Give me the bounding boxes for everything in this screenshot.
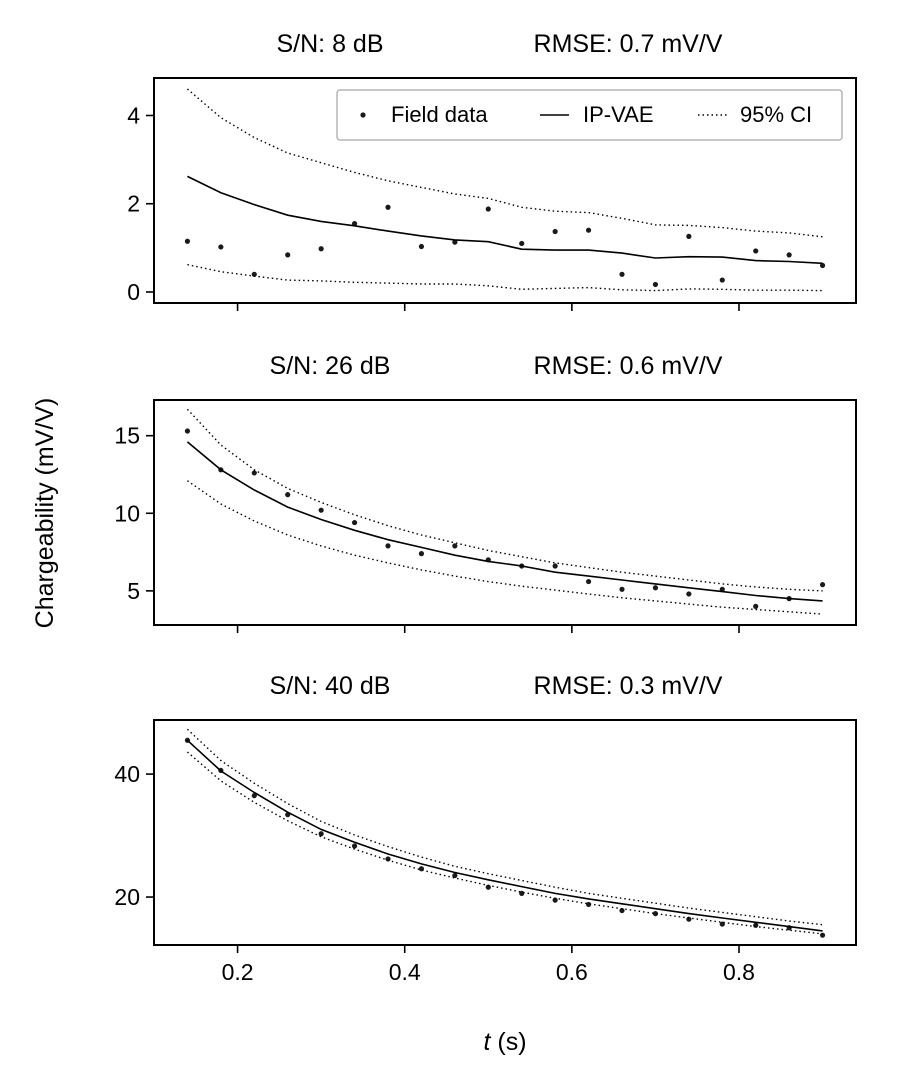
ip-vae-line (187, 175, 823, 265)
field-data-point (318, 507, 324, 513)
field-data-point (184, 428, 191, 434)
field-data-point (786, 252, 792, 258)
field-data-point (385, 543, 391, 549)
field-data-point (519, 240, 525, 247)
field-data-point (585, 578, 592, 585)
ci-upper-line (186, 408, 823, 592)
field-data-point (652, 281, 659, 288)
field-data-point (585, 901, 592, 908)
legend: Field data IP-VAE 95% CI (336, 89, 843, 141)
panel-title-sn: S/N: 26 dB (270, 352, 391, 380)
field-data-point (318, 831, 324, 837)
field-data-point (285, 252, 291, 258)
y-tick-label: 0 (127, 279, 140, 305)
axes-frame (153, 719, 857, 946)
ci-lower-line (187, 263, 823, 292)
y-tick-label: 40 (114, 761, 140, 787)
x-axis-label-var: t (483, 1028, 491, 1056)
panel-title-sn: S/N: 8 dB (277, 30, 384, 58)
ci-lower-line (186, 751, 823, 935)
panel-title-sn: S/N: 40 dB (270, 672, 391, 700)
field-data-point (452, 239, 458, 245)
field-data-point (351, 843, 358, 849)
field-data-point (351, 519, 358, 526)
field-data-point (753, 248, 759, 254)
panel-title-rmse: RMSE: 0.6 mV/V (534, 352, 723, 380)
field-data-point (184, 238, 191, 244)
panel-8db: S/N: 8 dB RMSE: 0.7 mV/V 0 2 4 (127, 30, 857, 311)
legend-ci-label: 95% CI (740, 102, 812, 127)
axes-frame (153, 77, 857, 304)
y-tick-label: 2 (127, 191, 140, 217)
field-data-point (819, 932, 826, 938)
field-data-point (251, 271, 257, 277)
field-data-point (819, 262, 826, 269)
x-tick-label: 0.6 (556, 959, 588, 985)
field-data-point (285, 492, 291, 498)
legend-field-marker (360, 112, 366, 118)
field-data-point (719, 586, 725, 592)
panel-26db: S/N: 26 dB RMSE: 0.6 mV/V 5 10 15 (114, 352, 857, 633)
y-tick-label: 15 (114, 423, 140, 449)
y-tick-label: 4 (127, 103, 140, 129)
y-tick-label: 20 (114, 884, 140, 910)
y-tick-label: 5 (127, 578, 140, 604)
field-data-point (619, 271, 625, 277)
field-data-point (686, 233, 692, 239)
field-data-point (385, 204, 391, 210)
field-data-point (652, 585, 659, 591)
field-data-point (251, 470, 257, 476)
field-data-point (418, 243, 425, 250)
field-data-point (753, 922, 759, 928)
field-data-point (753, 603, 759, 609)
field-data-point (819, 582, 826, 588)
x-tick-label: 0.8 (723, 959, 755, 985)
field-data-point (218, 244, 224, 250)
field-data-point (485, 884, 491, 890)
field-data-point (686, 591, 692, 597)
y-axis-label: Chargeability (mV/V) (31, 398, 59, 629)
field-data-point (318, 246, 324, 252)
panel-title-rmse: RMSE: 0.7 mV/V (534, 30, 723, 58)
field-data-point (452, 543, 458, 549)
y-tick-label: 10 (114, 500, 140, 526)
field-data-point (251, 793, 257, 799)
legend-field-label: Field data (391, 102, 488, 127)
x-axis-label-unit: (s) (490, 1028, 526, 1056)
field-data-point (719, 277, 725, 283)
axes-frame (153, 399, 857, 626)
field-data-point (552, 897, 558, 903)
legend-box (336, 89, 843, 141)
field-data-point (552, 563, 558, 569)
field-data-point (585, 227, 592, 233)
field-data-point (385, 856, 391, 862)
x-axis-label: t (s) (483, 1028, 526, 1056)
field-data-point (418, 551, 425, 557)
legend-model-label: IP-VAE (583, 102, 654, 127)
ci-lower-line (187, 480, 823, 615)
field-data-point (652, 911, 659, 917)
panel-40db: S/N: 40 dB RMSE: 0.3 mV/V 0.2 0.4 0.6 0.8 20 40 (114, 672, 857, 985)
field-data-point (686, 916, 692, 922)
field-data-point (619, 586, 625, 592)
ci-upper-line (186, 88, 823, 238)
field-data-point (452, 872, 458, 879)
field-data-point (519, 890, 525, 896)
ip-vae-line (186, 441, 823, 602)
field-data-point (552, 228, 558, 235)
ci-upper-line (186, 728, 823, 926)
panel-title-rmse: RMSE: 0.3 mV/V (534, 672, 723, 700)
x-tick-label: 0.2 (222, 959, 254, 985)
field-data-point (485, 206, 491, 212)
x-tick-label: 0.4 (389, 959, 421, 985)
field-data-point (619, 907, 625, 914)
ip-vae-line (186, 739, 823, 932)
